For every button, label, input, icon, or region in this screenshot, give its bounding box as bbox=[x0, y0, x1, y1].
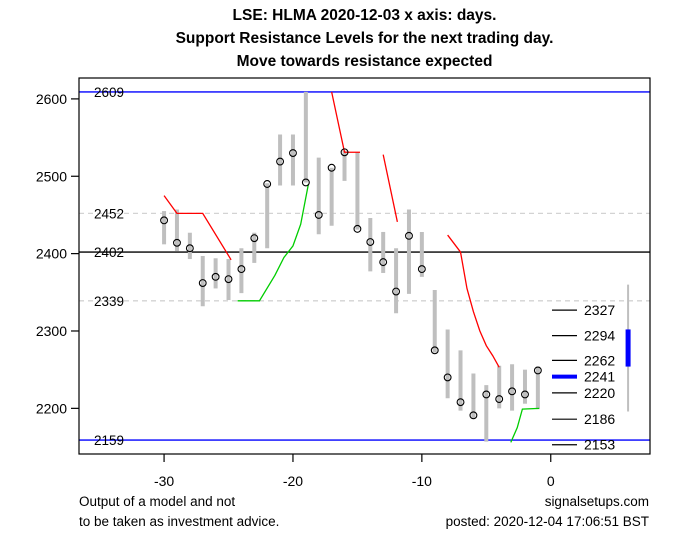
red-trend-line bbox=[447, 234, 500, 368]
disclaimer-text: Output of a model and not to be taken as… bbox=[79, 492, 279, 532]
chart-title-line2: Support Resistance Levels for the next t… bbox=[175, 30, 554, 47]
close-marker bbox=[366, 238, 375, 246]
red-trend-line bbox=[330, 91, 360, 153]
level-label: 2609 bbox=[94, 85, 124, 100]
close-marker bbox=[340, 148, 349, 157]
close-marker bbox=[521, 390, 529, 399]
legend-label: 2262 bbox=[584, 352, 615, 368]
close-marker bbox=[508, 387, 517, 396]
x-axis-tick-label: -30 bbox=[154, 473, 174, 489]
legend-label: 2294 bbox=[584, 328, 615, 344]
close-marker bbox=[327, 163, 336, 172]
close-marker bbox=[263, 180, 272, 188]
close-marker bbox=[469, 411, 478, 420]
close-marker bbox=[173, 238, 181, 247]
close-marker bbox=[185, 244, 194, 253]
close-marker bbox=[379, 258, 388, 267]
posted-timestamp: posted: 2020-12-04 17:06:51 BST bbox=[445, 514, 649, 529]
y-axis-tick-label: 2200 bbox=[36, 400, 67, 416]
level-label: 2159 bbox=[94, 433, 124, 448]
legend-label: 2153 bbox=[584, 437, 615, 453]
y-axis-tick-label: 2500 bbox=[36, 168, 67, 184]
source-site: signalsetups.com bbox=[544, 494, 649, 509]
red-trend-line bbox=[382, 154, 399, 223]
x-axis-tick-label: -10 bbox=[412, 473, 432, 489]
close-marker bbox=[456, 398, 465, 407]
x-axis-tick-label: 0 bbox=[547, 473, 555, 489]
close-marker bbox=[160, 216, 169, 225]
x-axis-tick-label: -20 bbox=[283, 473, 303, 489]
legend-label: 2220 bbox=[584, 385, 615, 401]
chart-title-line3: Move towards resistance expected bbox=[236, 53, 493, 70]
legend-label: 2186 bbox=[584, 411, 615, 427]
close-marker bbox=[482, 390, 491, 399]
close-marker bbox=[237, 265, 246, 274]
close-marker bbox=[353, 224, 362, 233]
close-marker bbox=[314, 210, 323, 219]
close-marker bbox=[198, 279, 207, 287]
green-trend-line bbox=[510, 407, 540, 443]
close-marker bbox=[301, 178, 310, 187]
source-text: signalsetups.com posted: 2020-12-04 17:0… bbox=[446, 492, 649, 532]
close-marker bbox=[289, 149, 297, 157]
legend-label: 2327 bbox=[584, 302, 615, 318]
level-label: 2339 bbox=[94, 294, 124, 309]
close-marker bbox=[417, 265, 426, 274]
green-trend-line bbox=[237, 183, 310, 302]
red-trend-line bbox=[163, 195, 232, 261]
plot-frame bbox=[78, 77, 651, 455]
close-marker bbox=[250, 234, 259, 243]
close-marker bbox=[211, 272, 220, 281]
legend-label: 2241 bbox=[584, 369, 615, 385]
close-marker bbox=[276, 157, 285, 166]
close-marker bbox=[430, 346, 439, 355]
close-marker bbox=[533, 366, 542, 375]
disclaimer-line2: to be taken as investment advice. bbox=[79, 514, 280, 529]
close-marker bbox=[392, 287, 401, 296]
level-label: 2402 bbox=[94, 245, 124, 260]
y-axis-tick-label: 2600 bbox=[36, 91, 67, 107]
close-marker bbox=[405, 231, 413, 240]
y-axis-tick-label: 2300 bbox=[36, 323, 67, 339]
level-label: 2452 bbox=[94, 206, 124, 221]
y-axis-tick-label: 2400 bbox=[36, 246, 67, 262]
disclaimer-line1: Output of a model and not bbox=[79, 494, 236, 509]
close-marker bbox=[495, 395, 504, 404]
close-marker bbox=[443, 373, 452, 382]
close-marker bbox=[224, 275, 233, 284]
chart-title-line1: LSE: HLMA 2020-12-03 x axis: days. bbox=[232, 7, 497, 24]
